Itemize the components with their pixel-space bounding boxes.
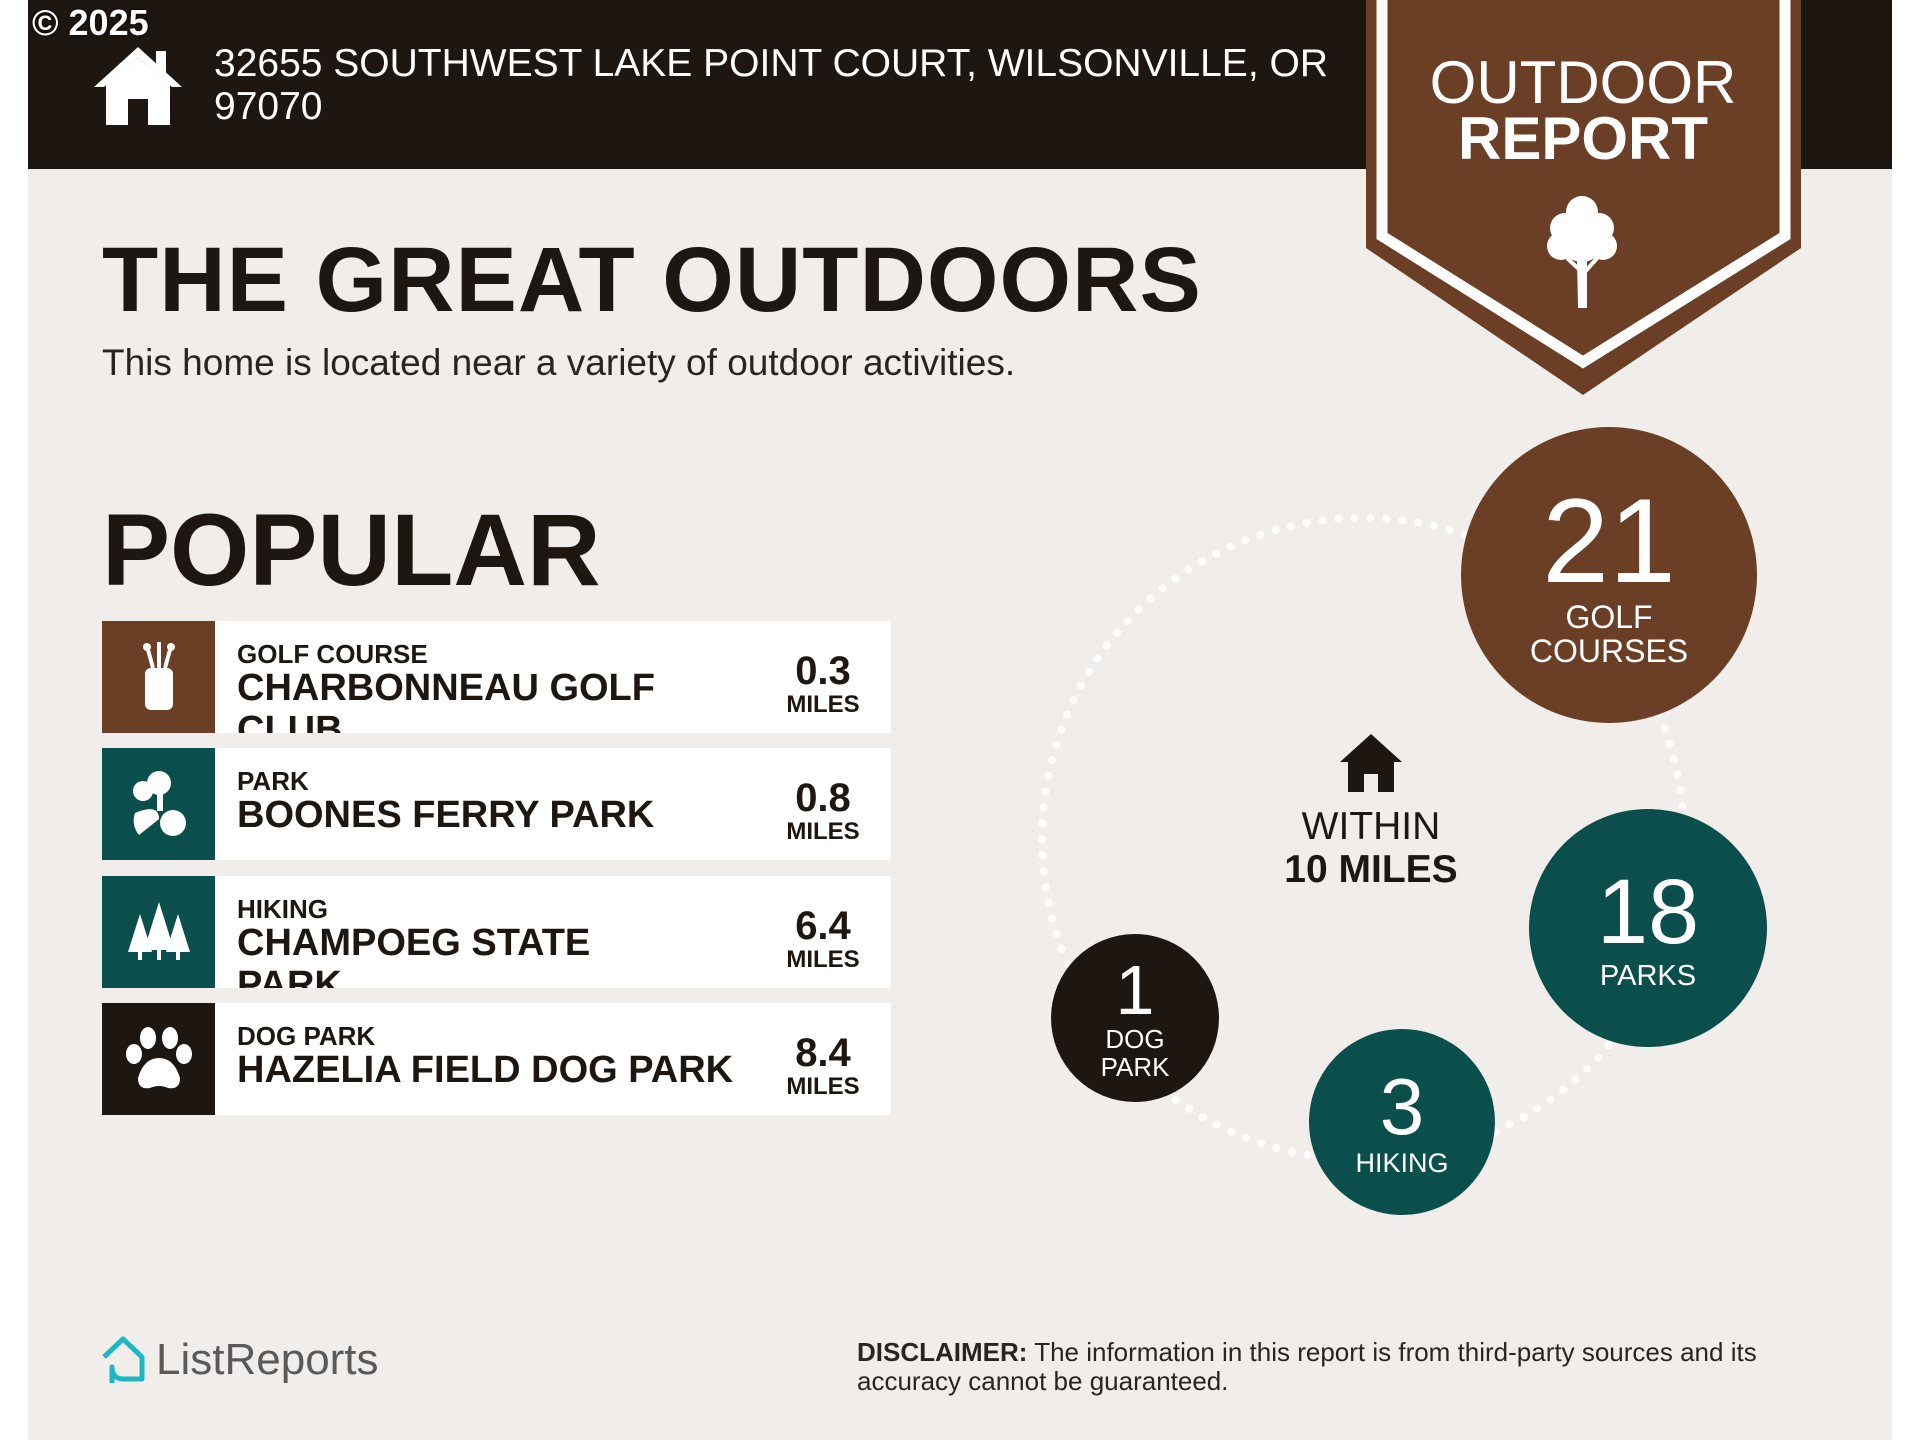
item-name: HAZELIA FIELD DOG PARK: [237, 1049, 734, 1091]
count-value: 21: [1542, 474, 1676, 608]
page-title: THE GREAT OUTDOORS: [102, 229, 1202, 331]
distance-value: 8.4: [795, 1031, 851, 1075]
item-distance: 0.8 MILES: [773, 778, 873, 846]
badge-line-2: REPORT: [1457, 105, 1709, 172]
distance-unit: MILES: [786, 818, 860, 845]
distance-unit: MILES: [786, 946, 860, 973]
count-label: GOLF: [1565, 599, 1653, 635]
home-icon: [1340, 734, 1402, 792]
parks-count: 18 PARKS: [1529, 809, 1767, 1047]
property-address: 32655 SOUTHWEST LAKE POINT COURT, WILSON…: [214, 42, 1328, 128]
list-item: DOG PARK HAZELIA FIELD DOG PARK 8.4 MILES: [102, 1003, 891, 1115]
item-category: HIKING: [237, 894, 328, 924]
disclaimer-label: DISCLAIMER:: [857, 1337, 1028, 1367]
tree-icon: [1547, 196, 1617, 308]
popular-heading: POPULAR: [102, 493, 601, 607]
count-value: 3: [1379, 1061, 1425, 1151]
count-label: DOG: [1105, 1024, 1165, 1054]
distance-value: 0.8: [795, 776, 851, 820]
list-item: HIKING CHAMPOEG STATE PARK 6.4 MILES: [102, 876, 891, 988]
count-label-2: PARK: [1100, 1052, 1170, 1082]
within-line-1: WITHIN: [1301, 805, 1441, 848]
item-name: BOONES FERRY PARK: [237, 794, 655, 836]
dog-park-count: 1 DOG PARK: [1051, 934, 1219, 1102]
list-item: PARK BOONES FERRY PARK 0.8 MILES: [102, 748, 891, 860]
count-label: PARKS: [1599, 959, 1697, 992]
item-name: CHARBONNEAU GOLF CLUB: [237, 667, 655, 733]
distance-unit: MILES: [786, 691, 860, 718]
item-distance: 0.3 MILES: [773, 651, 873, 719]
badge-title: OUTDOOR REPORT: [1366, 49, 1800, 172]
count-value: 18: [1596, 860, 1700, 963]
distance-value: 0.3: [795, 649, 851, 693]
disclaimer: DISCLAIMER: The information in this repo…: [857, 1338, 1817, 1396]
listreports-logo-icon: [102, 1336, 145, 1383]
disclaimer-text: The information in this report is from t…: [857, 1337, 1757, 1396]
within-radius-label: WITHIN 10 MILES: [1240, 805, 1502, 891]
logo-text: ListReports: [156, 1335, 379, 1384]
hiking-count: 3 HIKING: [1309, 1029, 1495, 1215]
pine-trees-icon: [102, 876, 215, 988]
item-category: PARK: [237, 766, 309, 796]
page-subtitle: This home is located near a variety of o…: [102, 342, 1016, 383]
listreports-logo: ListReports: [100, 1335, 379, 1385]
distance-value: 6.4: [795, 904, 851, 948]
item-name: CHAMPOEG STATE PARK: [237, 922, 591, 988]
golf-bag-icon: [102, 621, 215, 733]
count-label: HIKING: [1355, 1147, 1449, 1178]
badge-line-1: OUTDOOR: [1429, 49, 1737, 116]
golf-courses-count: 21 GOLF COURSES: [1461, 427, 1757, 723]
copyright: © 2025: [32, 2, 149, 43]
house-icon: [94, 47, 182, 125]
item-distance: 6.4 MILES: [773, 906, 873, 974]
item-distance: 8.4 MILES: [773, 1033, 873, 1101]
distance-unit: MILES: [786, 1073, 860, 1100]
count-label-2: COURSES: [1529, 633, 1689, 669]
park-icon: [102, 748, 215, 860]
list-item: GOLF COURSE CHARBONNEAU GOLF CLUB 0.3 MIL…: [102, 621, 891, 733]
item-category: GOLF COURSE: [237, 639, 428, 669]
count-value: 1: [1115, 951, 1155, 1029]
paw-icon: [102, 1003, 215, 1115]
within-line-2: 10 MILES: [1284, 848, 1458, 891]
item-category: DOG PARK: [237, 1021, 376, 1051]
